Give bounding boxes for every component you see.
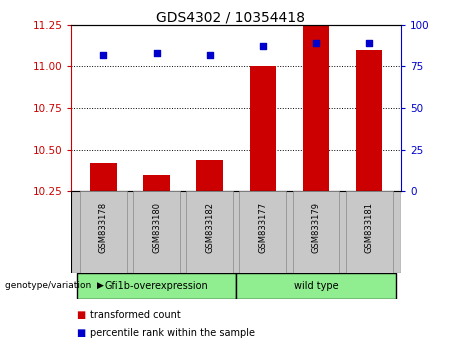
Bar bbox=[249, 67, 276, 191]
FancyBboxPatch shape bbox=[71, 191, 401, 273]
Text: GSM833177: GSM833177 bbox=[258, 202, 267, 253]
Text: GSM833182: GSM833182 bbox=[205, 202, 214, 253]
Text: GSM833180: GSM833180 bbox=[152, 202, 161, 253]
FancyBboxPatch shape bbox=[239, 191, 286, 273]
Text: GDS4302 / 10354418: GDS4302 / 10354418 bbox=[156, 11, 305, 25]
FancyBboxPatch shape bbox=[346, 191, 393, 273]
FancyBboxPatch shape bbox=[77, 273, 236, 299]
Point bbox=[153, 50, 160, 56]
Point bbox=[312, 40, 319, 46]
Text: GSM833181: GSM833181 bbox=[365, 202, 374, 253]
Bar bbox=[303, 25, 329, 191]
Text: GSM833179: GSM833179 bbox=[312, 202, 320, 253]
FancyBboxPatch shape bbox=[186, 191, 233, 273]
FancyBboxPatch shape bbox=[80, 191, 127, 273]
Point bbox=[366, 40, 373, 46]
Point bbox=[100, 52, 107, 58]
Bar bbox=[143, 175, 170, 191]
Bar bbox=[90, 163, 117, 191]
Text: percentile rank within the sample: percentile rank within the sample bbox=[90, 328, 255, 338]
Text: Gfi1b-overexpression: Gfi1b-overexpression bbox=[105, 281, 208, 291]
Text: genotype/variation  ▶: genotype/variation ▶ bbox=[5, 281, 103, 290]
Point bbox=[259, 44, 266, 49]
FancyBboxPatch shape bbox=[133, 191, 180, 273]
FancyBboxPatch shape bbox=[236, 273, 396, 299]
Point bbox=[206, 52, 213, 58]
FancyBboxPatch shape bbox=[293, 191, 339, 273]
Text: transformed count: transformed count bbox=[90, 310, 181, 320]
Text: wild type: wild type bbox=[294, 281, 338, 291]
Bar bbox=[196, 160, 223, 191]
Text: ■: ■ bbox=[76, 310, 85, 320]
Bar bbox=[356, 50, 383, 191]
Text: GSM833178: GSM833178 bbox=[99, 202, 108, 253]
Text: ■: ■ bbox=[76, 328, 85, 338]
